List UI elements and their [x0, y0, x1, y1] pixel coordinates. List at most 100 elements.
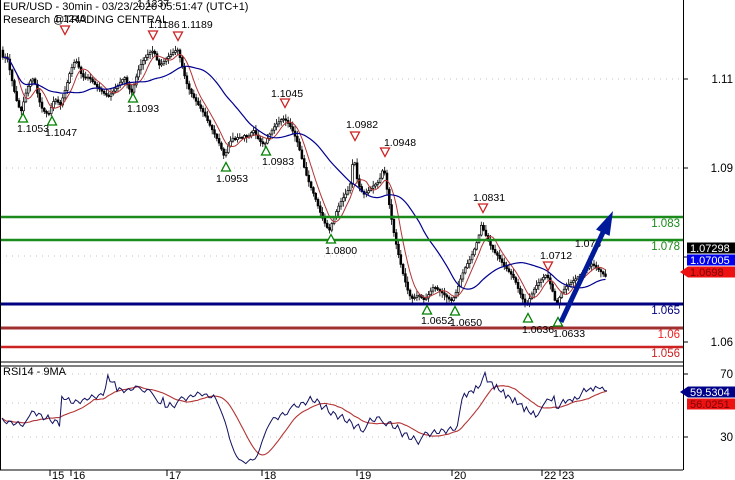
candle-body: [434, 287, 437, 289]
resistance-marker-icon: [349, 131, 361, 142]
candle-body: [31, 78, 35, 82]
candle-body: [279, 119, 283, 123]
candle-body: [47, 112, 51, 115]
time-axis-tick-label: 17: [169, 470, 181, 480]
candle-body: [109, 93, 113, 97]
candle-body: [54, 99, 58, 102]
candle-body: [132, 84, 136, 93]
candle-body: [503, 262, 506, 267]
candle-body: [254, 130, 258, 136]
candle-body: [401, 264, 405, 275]
candle-body: [63, 90, 67, 99]
candle-body: [70, 67, 74, 74]
candle-body: [440, 291, 444, 294]
chart-title: EUR/USD - 30min - 03/23/2020 05:51:47 (U…: [3, 1, 249, 13]
candle-body: [406, 281, 409, 291]
time-axis-tick-label: 23: [562, 470, 574, 480]
candle-body: [107, 94, 110, 97]
candle-body: [314, 192, 317, 200]
candle-body: [155, 53, 159, 61]
candle-body: [459, 278, 462, 287]
level-label: 1.056: [651, 348, 680, 360]
support-marker-icon: [260, 145, 272, 156]
candle-body: [61, 97, 64, 106]
candle-body: [213, 129, 216, 135]
candle-body: [45, 111, 48, 114]
candle-body: [123, 77, 127, 80]
time-axis-tick-label: 20: [454, 470, 466, 480]
candle-body: [169, 54, 173, 57]
candle-body: [509, 271, 513, 275]
candle-body: [348, 183, 352, 191]
support-marker-icon: [220, 161, 232, 172]
candle-body: [544, 274, 547, 278]
candle-body: [535, 285, 538, 290]
candle-body: [135, 76, 138, 86]
candle-body: [493, 249, 497, 254]
support-marker-icon: [421, 304, 433, 315]
ma-fast-line: [2, 53, 606, 299]
candle-body: [15, 91, 18, 101]
candle-body: [562, 288, 566, 294]
candle-body: [422, 297, 426, 300]
candle-body: [388, 188, 391, 206]
candle-body: [252, 130, 255, 134]
candle-body: [404, 273, 407, 283]
candle-body: [565, 286, 568, 290]
candle-body: [102, 90, 106, 94]
candle-body: [413, 297, 416, 299]
candle-body: [59, 102, 62, 106]
candle-body: [307, 174, 311, 183]
time-axis-tick-label: 18: [264, 470, 276, 480]
candle-body: [496, 252, 499, 256]
rsi-axis-tick-label: 30: [720, 432, 733, 444]
candle-body: [339, 200, 343, 207]
candle-body: [84, 76, 87, 79]
candle-body: [215, 133, 219, 139]
rsi-value-badge-value: 59.5304: [690, 387, 730, 399]
candle-body: [415, 295, 419, 298]
candle-body: [185, 75, 189, 85]
resistance-marker-icon: [147, 30, 159, 41]
candle-body: [454, 292, 458, 298]
candle-body: [300, 149, 304, 159]
candle-body: [38, 92, 41, 103]
candle-body: [507, 268, 511, 272]
resistance-marker-label: 1.1189: [181, 19, 212, 31]
candle-body: [397, 243, 400, 255]
candle-body: [114, 88, 117, 92]
candle-body: [592, 263, 596, 266]
time-axis-tick-label: 15: [52, 470, 64, 480]
candle-body: [167, 56, 170, 59]
candle-body: [187, 83, 191, 90]
candle-body: [399, 254, 403, 265]
candle-body: [475, 242, 478, 250]
candle-body: [128, 84, 131, 90]
candle-body: [411, 295, 414, 299]
candle-body: [86, 76, 90, 79]
candle-body: [381, 170, 384, 179]
candle-body: [43, 107, 46, 112]
candle-body: [392, 219, 396, 234]
rsi-axis-tick-label: 70: [720, 369, 733, 381]
resistance-marker-icon: [59, 25, 71, 36]
candle-body: [105, 93, 108, 96]
candle-body: [210, 124, 214, 131]
candle-body: [367, 190, 370, 194]
candle-body: [148, 51, 152, 55]
candle-body: [461, 272, 465, 280]
level-label: 1.06: [658, 329, 680, 341]
candle-body: [316, 199, 320, 207]
candle-body: [344, 193, 347, 199]
candle-body: [208, 120, 212, 126]
candle-body: [321, 212, 324, 219]
candle-body: [500, 258, 504, 263]
candle-body: [95, 83, 99, 88]
resistance-marker-icon: [379, 147, 391, 158]
candle-body: [394, 232, 398, 245]
candle-body: [49, 107, 53, 115]
candle-body: [130, 88, 133, 93]
candle-body: [206, 115, 209, 122]
chart-provider-label: Research @TRADING CENTRAL: [3, 14, 169, 26]
